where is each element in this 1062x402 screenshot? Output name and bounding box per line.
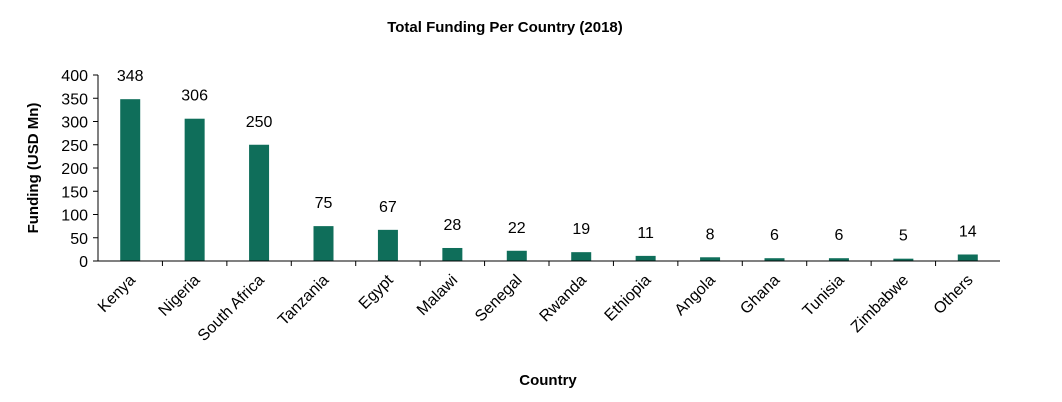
- data-label-senegal: 22: [508, 220, 526, 237]
- y-tick-label: 50: [70, 231, 88, 248]
- y-tick-label: 200: [61, 161, 88, 178]
- y-tick-label: 100: [61, 208, 88, 225]
- y-tick-label: 150: [61, 184, 88, 201]
- bar-malawi: [442, 247, 463, 261]
- x-axis-title: Country: [519, 372, 577, 389]
- bar-ghana: [764, 258, 785, 261]
- chart-title: Total Funding Per Country (2018): [387, 19, 623, 36]
- bar-senegal: [506, 250, 527, 261]
- y-axis-title: Funding (USD Mn): [25, 103, 42, 234]
- data-label-nigeria: 306: [181, 88, 208, 105]
- x-tick-label: Nigeria: [156, 272, 204, 320]
- bar-angola: [700, 257, 721, 261]
- x-tick-label: Tunisia: [800, 272, 848, 320]
- data-label-south-africa: 250: [246, 114, 273, 131]
- bar-kenya: [120, 99, 141, 262]
- data-label-ghana: 6: [770, 227, 779, 244]
- data-label-angola: 8: [706, 226, 715, 243]
- x-tick-label: Angola: [672, 272, 719, 319]
- bar-tanzania: [313, 226, 334, 261]
- bar-ethiopia: [635, 255, 656, 261]
- x-tick-label: Ethiopia: [602, 272, 655, 325]
- data-label-kenya: 348: [117, 68, 144, 85]
- y-tick-label: 250: [61, 138, 88, 155]
- bar-zimbabwe: [893, 258, 914, 261]
- bar-rwanda: [571, 252, 592, 261]
- x-tick-label: Rwanda: [537, 272, 591, 326]
- data-label-tunisia: 6: [834, 227, 843, 244]
- x-tick-label: Tanzania: [275, 272, 332, 329]
- data-label-tanzania: 75: [315, 195, 333, 212]
- data-label-others: 14: [959, 223, 977, 240]
- y-tick-label: 400: [61, 68, 88, 85]
- y-axis-ticks: 0 50 100 150 200 250 300 350 400: [61, 68, 98, 271]
- bar-tunisia: [828, 258, 849, 261]
- data-label-ethiopia: 11: [637, 225, 654, 242]
- data-label-rwanda: 19: [572, 221, 590, 238]
- x-tick-label: Ghana: [737, 272, 783, 318]
- x-tick-label: Others: [931, 272, 977, 318]
- data-label-malawi: 28: [443, 217, 461, 234]
- x-tick-label: Egypt: [356, 271, 397, 312]
- bar-south-africa: [249, 144, 270, 261]
- bar-egypt: [377, 229, 398, 261]
- y-tick-label: 0: [79, 254, 88, 271]
- x-tick-label: Senegal: [472, 272, 526, 326]
- y-tick-label: 350: [61, 91, 88, 108]
- data-label-zimbabwe: 5: [899, 228, 908, 245]
- x-tick-label: Kenya: [95, 272, 139, 316]
- data-labels-group: 348 306 250 75 67 28 22 19 11 8 6 6 5 14: [117, 68, 977, 244]
- x-tick-label: South Africa: [195, 272, 268, 345]
- x-tick-label: Zimbabwe: [848, 272, 912, 336]
- x-tick-label: Malawi: [414, 272, 461, 319]
- y-tick-label: 300: [61, 115, 88, 132]
- data-label-egypt: 67: [379, 199, 397, 216]
- bars-group: [120, 99, 978, 262]
- bar-others: [957, 254, 978, 261]
- bar-nigeria: [184, 118, 205, 262]
